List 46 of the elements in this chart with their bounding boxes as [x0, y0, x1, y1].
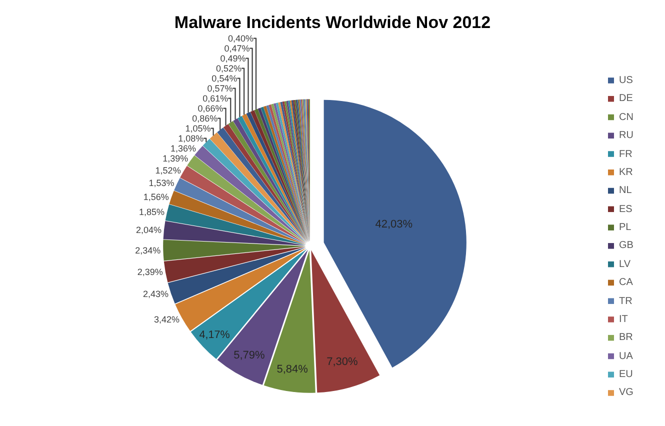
legend-label: CN: [619, 112, 634, 123]
data-label: 0,49%: [220, 53, 246, 64]
legend-label: PL: [619, 222, 632, 233]
data-label: 3,42%: [154, 314, 180, 324]
legend-label: BR: [619, 332, 633, 343]
data-label: 42,03%: [375, 218, 413, 231]
data-label: 1,56%: [143, 192, 169, 202]
data-label: 0,86%: [192, 113, 218, 124]
data-label: 1,05%: [185, 123, 211, 134]
data-label: 0,54%: [212, 73, 238, 84]
data-label: 1,85%: [138, 207, 165, 218]
legend-label: VG: [619, 387, 634, 398]
data-label: 1,36%: [170, 143, 196, 154]
legend-label: DE: [619, 93, 634, 104]
legend-label: GB: [619, 240, 634, 251]
data-label: 0,40%: [228, 33, 254, 44]
legend-label: LV: [619, 259, 631, 270]
legend-label: EU: [619, 369, 633, 380]
data-label: 5,79%: [234, 349, 266, 362]
chart-title: Malware Incidents Worldwide Nov 2012: [174, 12, 491, 32]
data-label: 0,47%: [224, 43, 250, 54]
legend-label: CA: [619, 277, 634, 288]
data-label: 0,61%: [202, 93, 228, 104]
legend-label: RU: [619, 130, 634, 141]
data-label: 2,43%: [142, 288, 168, 299]
legend-label: TR: [619, 296, 632, 307]
data-label: 5,84%: [276, 364, 308, 376]
legend-label: ES: [619, 204, 633, 215]
legend-label: US: [619, 75, 634, 86]
data-label: 0,57%: [207, 83, 233, 94]
legend-label: NL: [619, 185, 632, 196]
data-label: 2,04%: [136, 225, 162, 236]
legend-label: KR: [619, 167, 633, 178]
data-label: 1,08%: [178, 133, 204, 144]
legend-label: FR: [619, 149, 632, 160]
data-label: 0,52%: [216, 63, 242, 74]
data-label: 0,66%: [198, 103, 224, 114]
data-label: 2,39%: [137, 267, 163, 278]
data-label: 7,30%: [326, 356, 358, 368]
data-label: 1,52%: [155, 165, 181, 176]
data-label: 1,39%: [162, 154, 188, 164]
data-label: 4,17%: [199, 328, 230, 341]
data-label: 1,53%: [148, 178, 174, 188]
legend-label: UA: [619, 351, 634, 362]
data-label: 2,34%: [135, 245, 161, 256]
legend-label: IT: [619, 314, 628, 325]
